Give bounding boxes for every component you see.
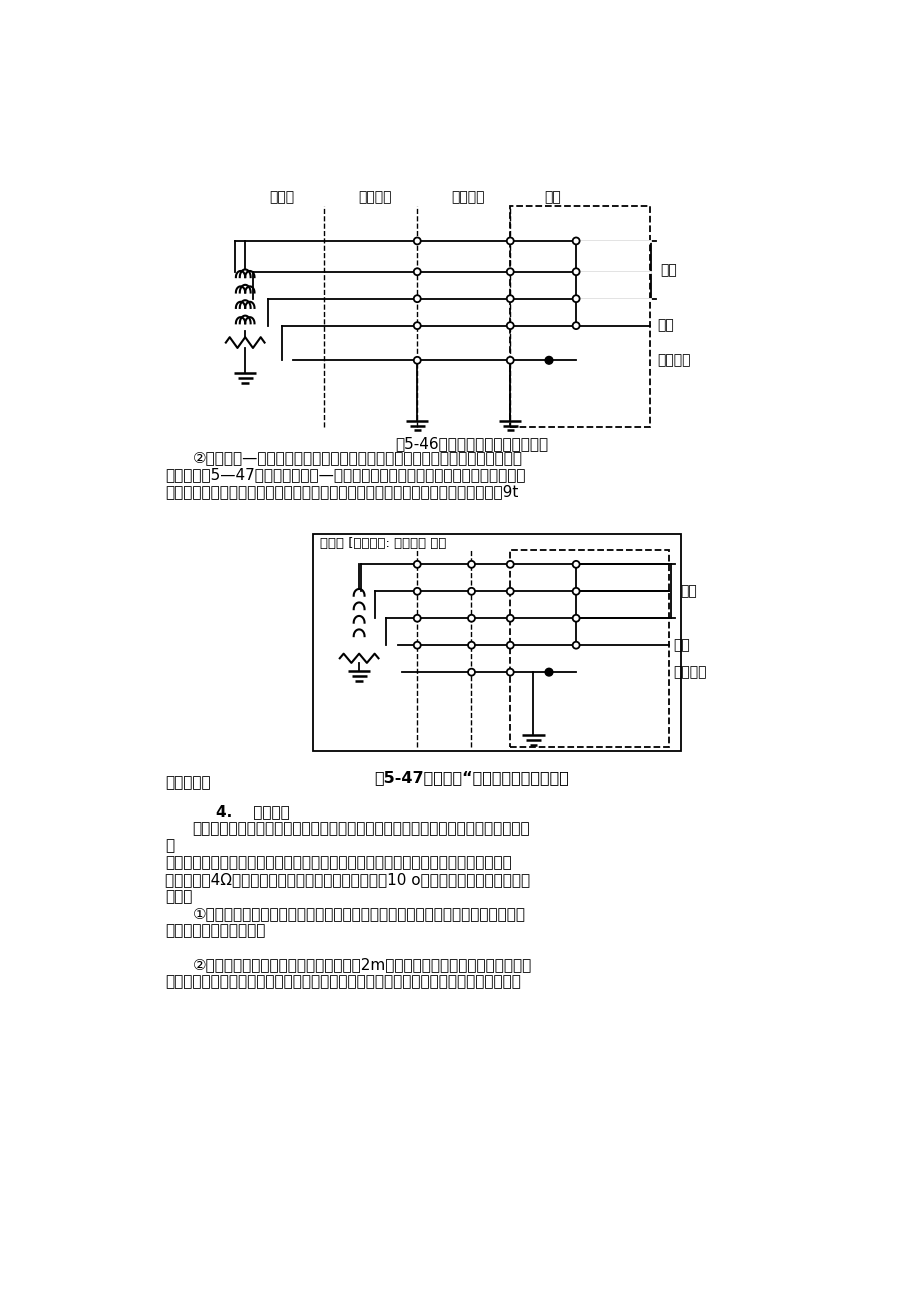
Circle shape: [506, 237, 513, 245]
Circle shape: [506, 357, 513, 363]
Circle shape: [468, 561, 474, 568]
Text: 变压器: 变压器: [268, 190, 294, 204]
Text: 的接地阻抗。不同的设施和场所对接地电阻有不同的要求，例如电磁屏蔽室的接地电阻: 的接地阻抗。不同的设施和场所对接地电阻有不同的要求，例如电磁屏蔽室的接地电阻: [165, 855, 512, 871]
Text: 工频干扰。: 工频干扰。: [165, 775, 210, 790]
Circle shape: [468, 642, 474, 648]
Bar: [510, 206, 649, 427]
Bar: [510, 551, 668, 747]
Circle shape: [506, 322, 513, 329]
Text: ②三相四线—五线制。有些场所无法专设一个地线至供电变压器或发电机，这则: ②三相四线—五线制。有些场所无法专设一个地线至供电变压器或发电机，这则: [192, 450, 522, 465]
Circle shape: [414, 561, 420, 568]
Circle shape: [468, 587, 474, 595]
Circle shape: [468, 669, 474, 676]
Circle shape: [506, 642, 513, 648]
Text: 前提。: 前提。: [165, 889, 193, 905]
Text: 变压器 [供电线路: 总入线口 机箱: 变压器 [供电线路: 总入线口 机箱: [320, 538, 447, 551]
Text: 4.    授地装置: 4. 授地装置: [216, 805, 289, 819]
Text: 零线: 零线: [673, 638, 689, 652]
Circle shape: [414, 615, 420, 622]
Circle shape: [572, 642, 579, 648]
Circle shape: [506, 615, 513, 622]
Text: 接地装置是指埋人地下的板、棒、管、线等导电体，要求它们具有良好的抗腐蚀性及: 接地装置是指埋人地下的板、棒、管、线等导电体，要求它们具有良好的抗腐蚀性及: [192, 822, 529, 836]
Circle shape: [468, 615, 474, 622]
Circle shape: [414, 642, 420, 648]
Circle shape: [572, 237, 579, 245]
Circle shape: [414, 237, 420, 245]
Circle shape: [506, 669, 513, 676]
Text: 供电线路: 供电线路: [357, 190, 391, 204]
Circle shape: [545, 668, 552, 676]
Circle shape: [572, 587, 579, 595]
Text: 相线: 相线: [660, 263, 676, 277]
Text: 阻太大时，可用多根同样粗的钢棒打人地下，再用导体并联连接成一体，连接导体与地桩: 阻太大时，可用多根同样粗的钢棒打人地下，再用导体并联连接成一体，连接导体与地桩: [165, 974, 521, 990]
Text: 设备地线: 设备地线: [673, 665, 706, 680]
Circle shape: [414, 296, 420, 302]
Text: 相线: 相线: [679, 585, 696, 599]
Text: ②打入地桩。将包铜钢棒（管）打入地下2m左右作为接地校。当一根桩的接地电: ②打入地桩。将包铜钢棒（管）打入地下2m左右作为接地校。当一根桩的接地电: [192, 957, 531, 973]
Text: 设备地线: 设备地线: [657, 353, 690, 367]
Text: 机箱: 机箱: [544, 190, 561, 204]
Circle shape: [414, 322, 420, 329]
Circle shape: [572, 322, 579, 329]
Text: 图5-47三相皿线“五线制接地系统示意图: 图5-47三相皿线“五线制接地系统示意图: [374, 769, 568, 785]
Circle shape: [572, 296, 579, 302]
Circle shape: [414, 587, 420, 595]
Circle shape: [414, 268, 420, 275]
Circle shape: [506, 296, 513, 302]
Text: 小: 小: [165, 838, 175, 853]
Circle shape: [545, 357, 552, 365]
Circle shape: [572, 268, 579, 275]
Circle shape: [506, 561, 513, 568]
Text: 零线: 零线: [657, 319, 674, 332]
Circle shape: [572, 615, 579, 622]
Text: 总入线口: 总入线口: [450, 190, 483, 204]
Circle shape: [572, 561, 579, 568]
Circle shape: [506, 268, 513, 275]
Bar: [312, 534, 680, 751]
Text: 可采用如图5—47所示的三相四线—五线制接地系统。把产品机箱的接地线接人地铅: 可采用如图5—47所示的三相四线—五线制接地系统。把产品机箱的接地线接人地铅: [165, 467, 526, 482]
Text: ①埋没铜板。将铜板或用扁铜条围成的框埋人地下，然后用多股铜线或铜带引出地: ①埋没铜板。将铜板或用扁铜条围成的框埋人地下，然后用多股铜线或铜带引出地: [192, 906, 525, 922]
Circle shape: [414, 357, 420, 363]
Text: 后，再在总线人口处与电源零线端接，这样可兼顾安全，并防止三相不平衡电路引起9t: 后，再在总线人口处与电源零线端接，这样可兼顾安全，并防止三相不平衡电路引起9t: [165, 484, 518, 499]
Circle shape: [506, 587, 513, 595]
Text: 图5-46三相五线制接地系统示意图: 图5-46三相五线制接地系统示意图: [394, 436, 548, 452]
Text: 面与实验室地线相连接。: 面与实验室地线相连接。: [165, 923, 266, 939]
Text: 一般应小于4Ω。对于雷电保护的接地电阻一般应小于10 o，以地下管线等电位搭接为: 一般应小于4Ω。对于雷电保护的接地电阻一般应小于10 o，以地下管线等电位搭接为: [165, 872, 530, 888]
